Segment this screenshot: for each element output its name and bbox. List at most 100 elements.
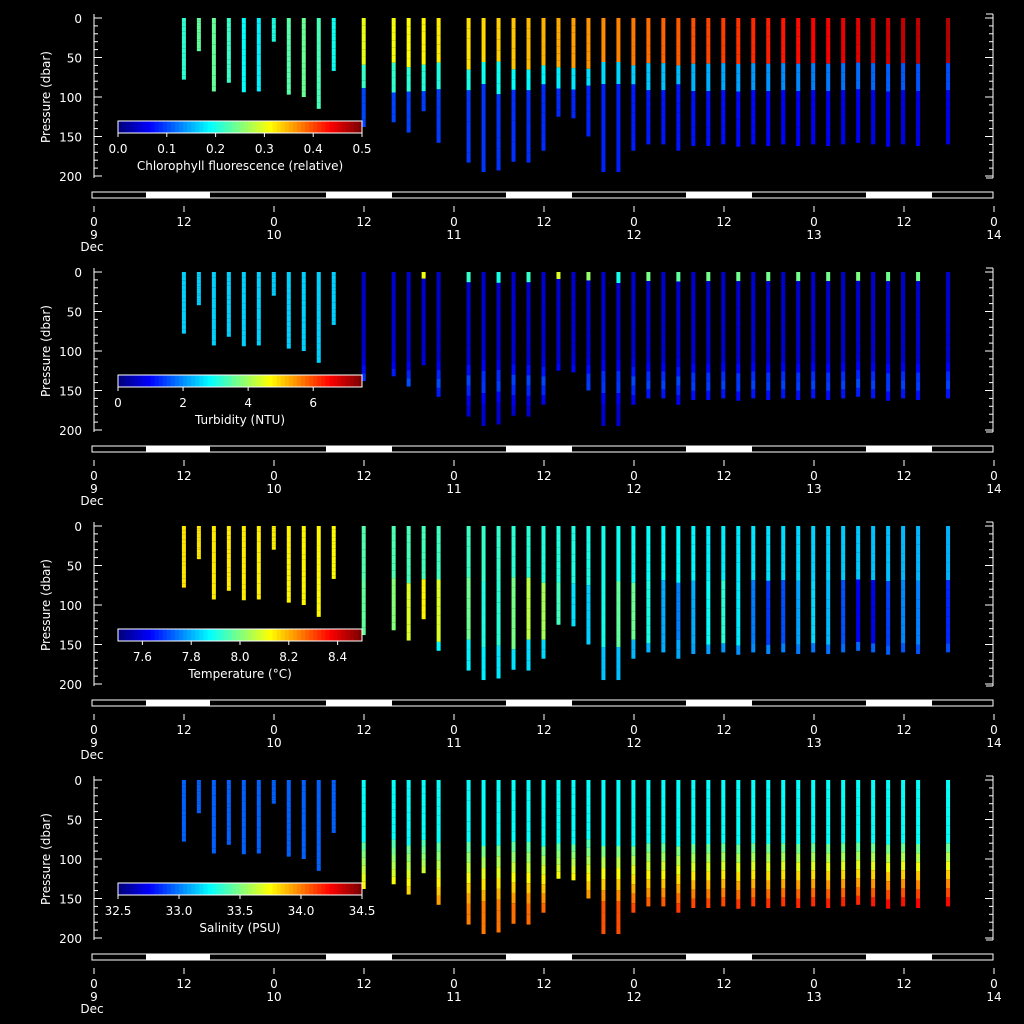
profile-segment	[511, 384, 516, 396]
profile-segment	[751, 807, 756, 817]
y-tick-label: 100	[59, 345, 82, 359]
profile-segment	[616, 813, 621, 825]
profile-segment	[571, 858, 576, 866]
profile-segment	[856, 334, 861, 344]
profile-segment	[841, 72, 846, 82]
profile-segment	[616, 581, 621, 593]
profile-segment	[331, 298, 336, 303]
profile-segment	[901, 598, 906, 608]
profile-segment	[856, 116, 861, 125]
profile-segment	[871, 99, 876, 109]
profile-segment	[901, 117, 906, 127]
x-day-label: 11	[446, 228, 461, 242]
profile-segment	[271, 527, 276, 530]
profile-segment	[511, 903, 516, 914]
profile-segment	[271, 26, 276, 29]
profile-segment	[946, 780, 951, 790]
profile-segment	[316, 805, 321, 813]
profile-segment	[181, 561, 186, 566]
profile-segment	[361, 834, 366, 843]
profile-segment	[436, 886, 441, 896]
profile-segment	[631, 563, 636, 574]
y-axis-label: Pressure (dbar)	[39, 559, 53, 651]
profile-segment	[406, 566, 411, 576]
profile-segment	[601, 780, 606, 792]
profile-segment	[871, 897, 876, 907]
profile-segment	[316, 76, 321, 83]
profile-segment	[856, 352, 861, 362]
profile-segment	[856, 18, 861, 27]
profile-segment	[901, 571, 906, 581]
profile-segment	[391, 309, 396, 317]
profile-segment	[226, 821, 231, 827]
profile-segment	[736, 599, 741, 609]
profile-segment	[526, 893, 531, 904]
profile-segment	[511, 141, 516, 152]
profile-segment	[631, 338, 636, 348]
profile-segment	[196, 554, 201, 557]
profile-segment	[811, 553, 816, 563]
colorbar-cell	[223, 375, 229, 387]
profile-segment	[886, 590, 891, 600]
profile-segment	[766, 299, 771, 309]
profile-segment	[211, 86, 216, 92]
profile-segment	[241, 563, 246, 569]
profile-segment	[916, 118, 921, 128]
profile-segment	[196, 540, 201, 543]
profile-segment	[826, 27, 831, 37]
profile-segment	[781, 607, 786, 617]
profile-segment	[796, 816, 801, 826]
profile-segment	[256, 75, 261, 81]
colorbar-cell	[126, 883, 131, 895]
profile-segment	[436, 615, 441, 625]
colorbar-cell	[227, 121, 233, 133]
profile-segment	[196, 526, 201, 529]
profile-segment	[946, 126, 951, 136]
profile-segment	[646, 571, 651, 581]
profile-segment	[766, 562, 771, 572]
profile-segment	[826, 363, 831, 373]
profile-segment	[301, 328, 306, 335]
profile-segment	[256, 573, 261, 579]
profile-segment	[751, 126, 756, 136]
profile-segment	[661, 371, 666, 381]
profile-segment	[541, 846, 546, 856]
profile-segment	[421, 272, 426, 279]
profile-segment	[796, 363, 801, 373]
profile-segment	[841, 63, 846, 73]
profile-segment	[946, 362, 951, 372]
profile-segment	[766, 91, 771, 101]
profile-segment	[706, 36, 711, 46]
profile-segment	[751, 54, 756, 64]
profile-segment	[256, 38, 261, 45]
profile-segment	[841, 281, 846, 291]
profile-segment	[391, 286, 396, 295]
profile-segment	[706, 354, 711, 364]
profile-segment	[286, 851, 291, 857]
profile-segment	[481, 150, 486, 162]
profile-segment	[361, 18, 366, 26]
profile-segment	[181, 793, 186, 798]
profile-segment	[541, 582, 546, 593]
profile-segment	[946, 326, 951, 336]
profile-segment	[871, 843, 876, 853]
profile-segment	[211, 848, 216, 854]
time-bar-segment	[326, 446, 392, 452]
profile-segment	[586, 18, 591, 27]
profile-segment	[556, 857, 561, 865]
profile-segment	[616, 272, 621, 284]
profile-segment	[316, 786, 321, 793]
colorbar-cell	[296, 883, 302, 895]
profile-segment	[361, 873, 366, 882]
profile-segment	[601, 923, 606, 935]
profile-segment	[781, 90, 786, 100]
profile-segment	[406, 853, 411, 862]
profile-segment	[916, 580, 921, 590]
profile-segment	[781, 834, 786, 844]
profile-segment	[781, 861, 786, 871]
profile-segment	[286, 50, 291, 57]
profile-segment	[421, 572, 426, 580]
profile-segment	[646, 117, 651, 127]
profile-segment	[181, 320, 186, 325]
profile-segment	[511, 892, 516, 904]
